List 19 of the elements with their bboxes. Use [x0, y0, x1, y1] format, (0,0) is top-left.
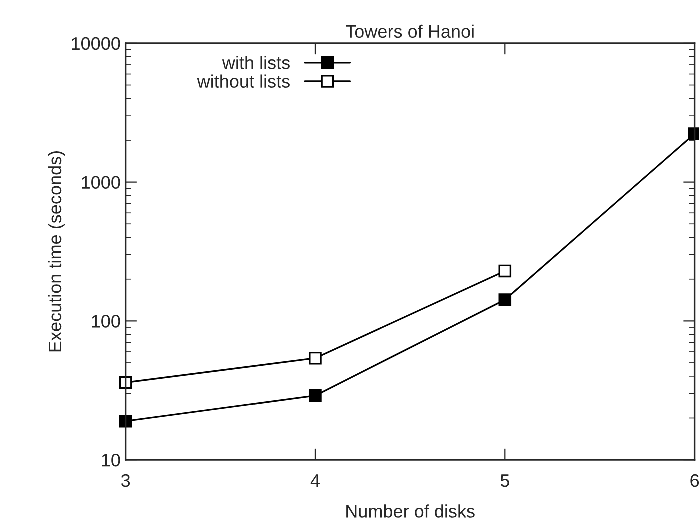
x-tick-label: 5	[500, 474, 510, 488]
point	[309, 389, 322, 402]
x-tick-label: 6	[690, 474, 699, 488]
point	[498, 264, 512, 278]
y-axis-title: Execution time (seconds)	[48, 152, 66, 352]
y-tick-label: 100	[92, 315, 120, 328]
point	[309, 352, 322, 365]
point	[119, 376, 132, 390]
y-tick-label: 1000	[82, 176, 120, 190]
legend-label: without lists	[197, 74, 290, 88]
y-tick-label: 10	[102, 454, 120, 467]
y-tick-label: 10000	[72, 37, 120, 50]
legend-label: with lists	[222, 56, 290, 70]
x-axis-title: Number of disks	[346, 504, 475, 518]
x-tick-label: 4	[310, 474, 320, 488]
point	[119, 414, 132, 428]
x-tick-label: 3	[121, 474, 130, 488]
point	[498, 294, 512, 306]
chart-title: Towers of Hanoi	[346, 24, 474, 38]
